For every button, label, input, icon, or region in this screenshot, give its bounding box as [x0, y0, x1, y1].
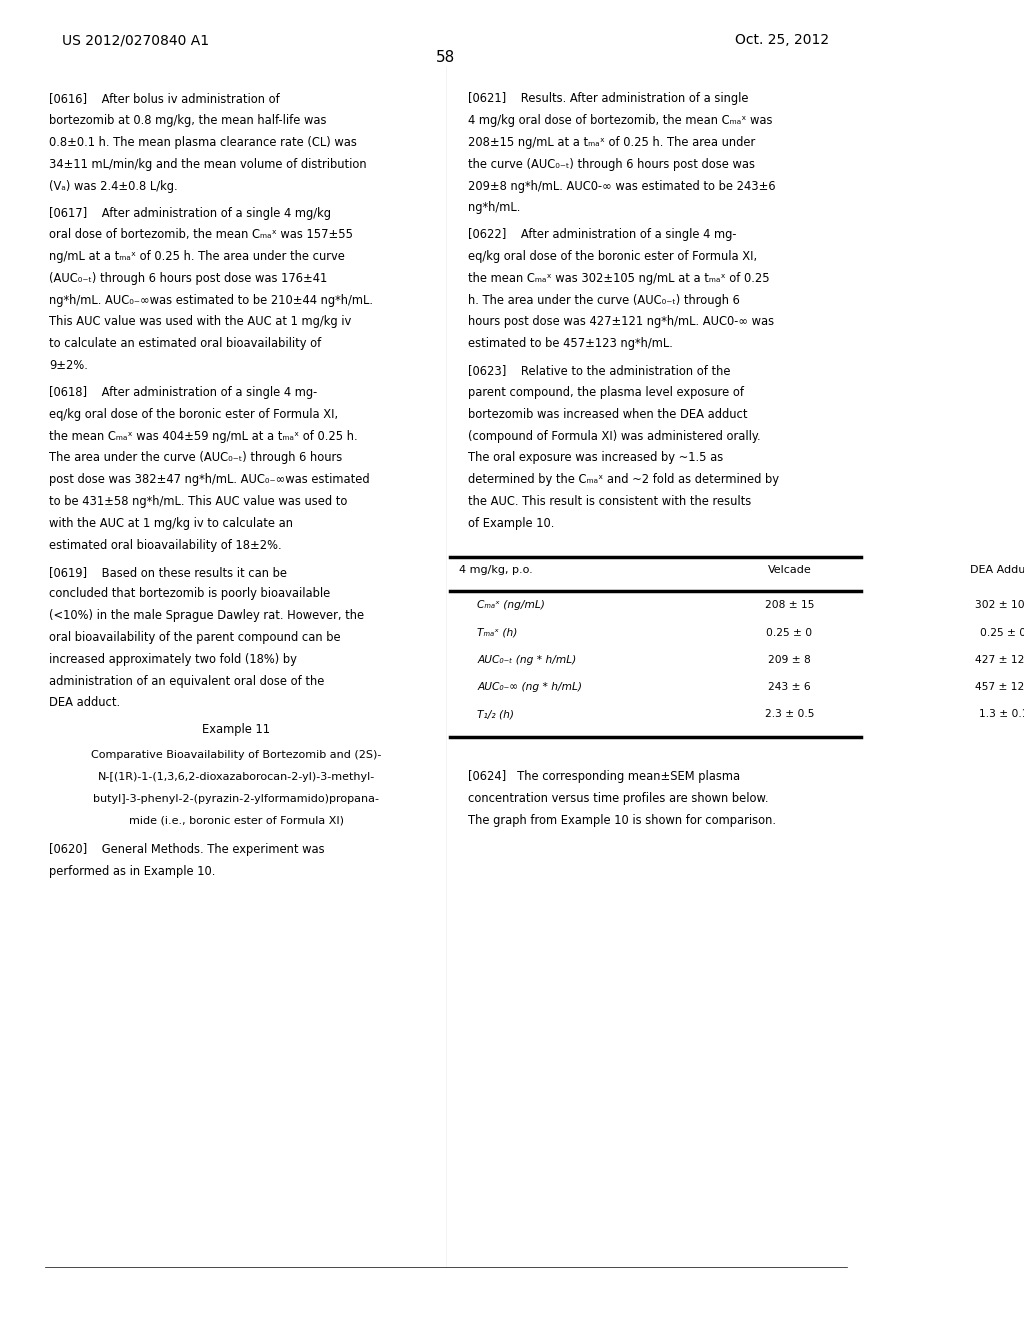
Text: parent compound, the plasma level exposure of: parent compound, the plasma level exposu… [468, 385, 744, 399]
Text: This AUC value was used with the AUC at 1 mg/kg iv: This AUC value was used with the AUC at … [49, 315, 351, 329]
Text: concentration versus time profiles are shown below.: concentration versus time profiles are s… [468, 792, 769, 805]
Text: bortezomib at 0.8 mg/kg, the mean half-life was: bortezomib at 0.8 mg/kg, the mean half-l… [49, 114, 327, 127]
Text: 0.25 ± 0: 0.25 ± 0 [766, 627, 812, 638]
Text: oral bioavailability of the parent compound can be: oral bioavailability of the parent compo… [49, 631, 341, 644]
Text: the mean Cₘₐˣ was 302±105 ng/mL at a tₘₐˣ of 0.25: the mean Cₘₐˣ was 302±105 ng/mL at a tₘₐ… [468, 272, 770, 285]
Text: 34±11 mL/min/kg and the mean volume of distribution: 34±11 mL/min/kg and the mean volume of d… [49, 157, 367, 170]
Text: AUC₀₋∞ (ng * h/mL): AUC₀₋∞ (ng * h/mL) [477, 682, 583, 692]
Text: bortezomib was increased when the DEA adduct: bortezomib was increased when the DEA ad… [468, 408, 748, 421]
Text: 1.3 ± 0.1: 1.3 ± 0.1 [979, 709, 1024, 719]
Text: mide (i.e., boronic ester of Formula XI): mide (i.e., boronic ester of Formula XI) [129, 816, 344, 826]
Text: oral dose of bortezomib, the mean Cₘₐˣ was 157±55: oral dose of bortezomib, the mean Cₘₐˣ w… [49, 228, 353, 242]
Text: The area under the curve (AUC₀₋ₜ) through 6 hours: The area under the curve (AUC₀₋ₜ) throug… [49, 451, 342, 465]
Text: [0617]    After administration of a single 4 mg/kg: [0617] After administration of a single … [49, 206, 331, 219]
Text: The oral exposure was increased by ~1.5 as: The oral exposure was increased by ~1.5 … [468, 451, 724, 465]
Text: 209 ± 8: 209 ± 8 [768, 655, 811, 665]
Text: determined by the Cₘₐˣ and ~2 fold as determined by: determined by the Cₘₐˣ and ~2 fold as de… [468, 473, 779, 486]
Text: [0616]    After bolus iv administration of: [0616] After bolus iv administration of [49, 92, 280, 106]
Text: [0621]    Results. After administration of a single: [0621] Results. After administration of … [468, 92, 749, 106]
Text: AUC₀₋ₜ (ng * h/mL): AUC₀₋ₜ (ng * h/mL) [477, 655, 577, 665]
Text: 302 ± 105: 302 ± 105 [975, 601, 1024, 610]
Text: administration of an equivalent oral dose of the: administration of an equivalent oral dos… [49, 675, 325, 688]
Text: ng/mL at a tₘₐˣ of 0.25 h. The area under the curve: ng/mL at a tₘₐˣ of 0.25 h. The area unde… [49, 249, 345, 263]
Text: to calculate an estimated oral bioavailability of: to calculate an estimated oral bioavaila… [49, 337, 322, 350]
Text: 4 mg/kg oral dose of bortezomib, the mean Cₘₐˣ was: 4 mg/kg oral dose of bortezomib, the mea… [468, 114, 773, 127]
Text: DEA Adduct: DEA Adduct [971, 565, 1024, 576]
Text: The graph from Example 10 is shown for comparison.: The graph from Example 10 is shown for c… [468, 813, 776, 826]
Text: eq/kg oral dose of the boronic ester of Formula XI,: eq/kg oral dose of the boronic ester of … [49, 408, 338, 421]
Text: [0624]   The corresponding mean±SEM plasma: [0624] The corresponding mean±SEM plasma [468, 770, 740, 783]
Text: Velcade: Velcade [767, 565, 811, 576]
Text: 2.3 ± 0.5: 2.3 ± 0.5 [765, 709, 814, 719]
Text: Oct. 25, 2012: Oct. 25, 2012 [735, 33, 829, 48]
Text: the mean Cₘₐˣ was 404±59 ng/mL at a tₘₐˣ of 0.25 h.: the mean Cₘₐˣ was 404±59 ng/mL at a tₘₐˣ… [49, 429, 357, 442]
Text: Comparative Bioavailability of Bortezomib and (2S)-: Comparative Bioavailability of Bortezomi… [91, 750, 382, 760]
Text: 0.25 ± 0: 0.25 ± 0 [980, 627, 1024, 638]
Text: ng*h/mL.: ng*h/mL. [468, 201, 520, 214]
Text: increased approximately two fold (18%) by: increased approximately two fold (18%) b… [49, 652, 297, 665]
Text: eq/kg oral dose of the boronic ester of Formula XI,: eq/kg oral dose of the boronic ester of … [468, 249, 758, 263]
Text: with the AUC at 1 mg/kg iv to calculate an: with the AUC at 1 mg/kg iv to calculate … [49, 516, 293, 529]
Text: 209±8 ng*h/mL. AUC0-∞ was estimated to be 243±6: 209±8 ng*h/mL. AUC0-∞ was estimated to b… [468, 180, 776, 193]
Text: the curve (AUC₀₋ₜ) through 6 hours post dose was: the curve (AUC₀₋ₜ) through 6 hours post … [468, 157, 756, 170]
Text: [0622]    After administration of a single 4 mg-: [0622] After administration of a single … [468, 228, 736, 242]
Text: estimated to be 457±123 ng*h/mL.: estimated to be 457±123 ng*h/mL. [468, 337, 673, 350]
Text: h. The area under the curve (AUC₀₋ₜ) through 6: h. The area under the curve (AUC₀₋ₜ) thr… [468, 293, 740, 306]
Text: [0620]    General Methods. The experiment was: [0620] General Methods. The experiment w… [49, 842, 325, 855]
Text: 243 ± 6: 243 ± 6 [768, 682, 811, 692]
Text: 208±15 ng/mL at a tₘₐˣ of 0.25 h. The area under: 208±15 ng/mL at a tₘₐˣ of 0.25 h. The ar… [468, 136, 756, 149]
Text: [0618]    After administration of a single 4 mg-: [0618] After administration of a single … [49, 385, 317, 399]
Text: (<10%) in the male Sprague Dawley rat. However, the: (<10%) in the male Sprague Dawley rat. H… [49, 609, 365, 622]
Text: estimated oral bioavailability of 18±2%.: estimated oral bioavailability of 18±2%. [49, 539, 282, 552]
Text: to be 431±58 ng*h/mL. This AUC value was used to: to be 431±58 ng*h/mL. This AUC value was… [49, 495, 347, 508]
Text: performed as in Example 10.: performed as in Example 10. [49, 865, 215, 878]
Text: 58: 58 [436, 50, 456, 65]
Text: [0619]    Based on these results it can be: [0619] Based on these results it can be [49, 565, 287, 578]
Text: (Vₐ) was 2.4±0.8 L/kg.: (Vₐ) was 2.4±0.8 L/kg. [49, 180, 178, 193]
Text: the AUC. This result is consistent with the results: the AUC. This result is consistent with … [468, 495, 752, 508]
Text: post dose was 382±47 ng*h/mL. AUC₀₋∞was estimated: post dose was 382±47 ng*h/mL. AUC₀₋∞was … [49, 473, 370, 486]
Text: (AUC₀₋ₜ) through 6 hours post dose was 176±41: (AUC₀₋ₜ) through 6 hours post dose was 1… [49, 272, 328, 285]
Text: 427 ± 121: 427 ± 121 [975, 655, 1024, 665]
Text: butyl]-3-phenyl-2-(pyrazin-2-ylformamido)propana-: butyl]-3-phenyl-2-(pyrazin-2-ylformamido… [93, 793, 379, 804]
Text: Example 11: Example 11 [203, 723, 270, 737]
Text: 0.8±0.1 h. The mean plasma clearance rate (CL) was: 0.8±0.1 h. The mean plasma clearance rat… [49, 136, 357, 149]
Text: 208 ± 15: 208 ± 15 [765, 601, 814, 610]
Text: N-[(1R)-1-(1,3,6,2-dioxazaborocan-2-yl)-3-methyl-: N-[(1R)-1-(1,3,6,2-dioxazaborocan-2-yl)-… [97, 772, 375, 783]
Text: 457 ± 123: 457 ± 123 [975, 682, 1024, 692]
Text: US 2012/0270840 A1: US 2012/0270840 A1 [62, 33, 210, 48]
Text: T₁/₂ (h): T₁/₂ (h) [477, 709, 514, 719]
Text: (compound of Formula XI) was administered orally.: (compound of Formula XI) was administere… [468, 429, 761, 442]
Text: of Example 10.: of Example 10. [468, 516, 555, 529]
Text: DEA adduct.: DEA adduct. [49, 696, 120, 709]
Text: 9±2%.: 9±2%. [49, 359, 88, 372]
Text: Cₘₐˣ (ng/mL): Cₘₐˣ (ng/mL) [477, 601, 545, 610]
Text: hours post dose was 427±121 ng*h/mL. AUC0-∞ was: hours post dose was 427±121 ng*h/mL. AUC… [468, 315, 774, 329]
Text: 4 mg/kg, p.o.: 4 mg/kg, p.o. [460, 565, 534, 576]
Text: ng*h/mL. AUC₀₋∞was estimated to be 210±44 ng*h/mL.: ng*h/mL. AUC₀₋∞was estimated to be 210±4… [49, 293, 373, 306]
Text: Tₘₐˣ (h): Tₘₐˣ (h) [477, 627, 517, 638]
Text: concluded that bortezomib is poorly bioavailable: concluded that bortezomib is poorly bioa… [49, 587, 331, 601]
Text: [0623]    Relative to the administration of the: [0623] Relative to the administration of… [468, 364, 731, 378]
